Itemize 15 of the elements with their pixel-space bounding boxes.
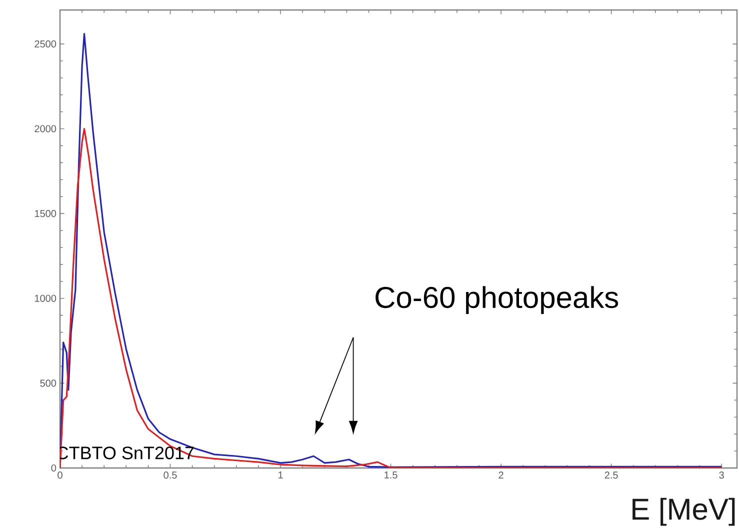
y-tick-label: 0 [51,464,56,472]
x-tick-label: 2.5 [604,472,618,479]
y-tick-label: 1000 [34,294,56,302]
annotation: Co-60 photopeaks [376,286,618,314]
x-tick-label: 3 [719,472,724,479]
y-tick-label: 1500 [34,210,56,218]
x-tick-label: 0 [58,472,62,479]
x-tick-label: 1.5 [384,472,398,479]
y-tick-label: 2500 [34,40,56,48]
x-tick-label: 0.5 [164,472,177,479]
x-axis-title: E [MeV] [632,498,735,526]
x-tick-label: 2 [498,472,504,479]
y-tick-label: 2000 [34,125,56,132]
y-tick-label: 500 [40,380,56,387]
x-tick-label: 1 [278,472,283,478]
